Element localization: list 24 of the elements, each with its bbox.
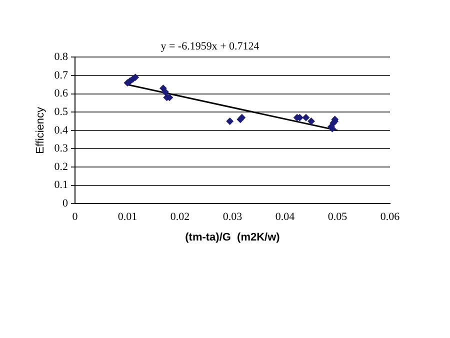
x-tick-label: 0.05 <box>328 211 348 224</box>
y-tick-label: 0.5 <box>54 106 68 118</box>
chart-title: y = -6.1959x + 0.7124 <box>160 40 260 52</box>
x-tick-label: 0.04 <box>275 211 296 224</box>
y-tick-label: 0.4 <box>54 124 68 136</box>
point <box>162 88 169 96</box>
point <box>308 118 315 125</box>
y-axis-title: Efficiency <box>34 106 47 154</box>
point <box>160 84 167 92</box>
x-tick-label: 0 <box>72 211 78 224</box>
x-tick-label: 0.03 <box>222 211 243 224</box>
point <box>226 118 234 125</box>
y-tick-label: 0.8 <box>54 51 68 64</box>
y-tick-label: 0.6 <box>54 88 68 100</box>
y-tick-label: 0.1 <box>54 179 68 192</box>
y-tick-label: 0.7 <box>54 69 68 82</box>
x-tick-label: 0.02 <box>170 211 190 224</box>
x-axis-title: (tm-ta)/G (m2K/w) <box>185 231 280 244</box>
x-tick-label: 0.06 <box>380 211 400 224</box>
y-tick-label: 0.3 <box>54 142 68 155</box>
y-tick-label: 0 <box>62 197 68 210</box>
point <box>302 114 310 122</box>
x-tick-label: 0.01 <box>118 211 138 224</box>
y-tick-label: 0.2 <box>54 160 68 173</box>
